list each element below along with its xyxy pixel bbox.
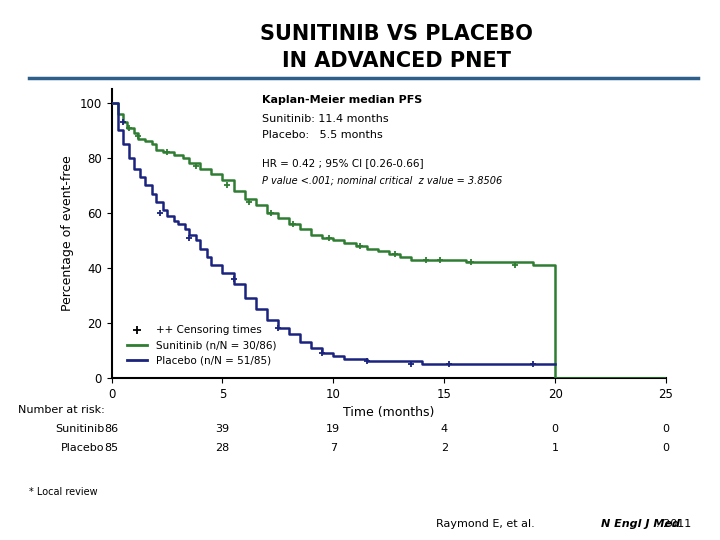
Text: 2: 2 [441, 443, 448, 453]
Text: P value <.001; nominal critical  z value = 3.8506: P value <.001; nominal critical z value … [262, 176, 503, 186]
Text: Sunitinib: Sunitinib [55, 424, 104, 434]
Text: 86: 86 [104, 424, 119, 434]
Text: * Local review: * Local review [29, 487, 97, 497]
Text: Raymond E, et al.: Raymond E, et al. [436, 519, 538, 529]
Text: Placebo:   5.5 months: Placebo: 5.5 months [262, 130, 383, 140]
Text: Number at risk:: Number at risk: [18, 405, 104, 415]
Text: 28: 28 [215, 443, 230, 453]
Text: N Engl J Med: N Engl J Med [601, 519, 680, 529]
Text: Sunitinib: 11.4 months: Sunitinib: 11.4 months [262, 114, 389, 124]
Text: 1: 1 [552, 443, 559, 453]
Text: 85: 85 [104, 443, 119, 453]
Text: . 2011: . 2011 [656, 519, 691, 529]
Text: HR = 0.42 ; 95% CI [0.26-0.66]: HR = 0.42 ; 95% CI [0.26-0.66] [262, 158, 424, 168]
Text: 7: 7 [330, 443, 337, 453]
X-axis label: Time (months): Time (months) [343, 406, 434, 419]
Text: 0: 0 [662, 424, 670, 434]
Text: 0: 0 [662, 443, 670, 453]
Text: Kaplan-Meier median PFS: Kaplan-Meier median PFS [262, 94, 423, 105]
Text: 0: 0 [552, 424, 559, 434]
Text: 19: 19 [326, 424, 341, 434]
Text: 4: 4 [441, 424, 448, 434]
Text: SUNITINIB VS PLACEBO: SUNITINIB VS PLACEBO [260, 24, 532, 44]
Y-axis label: Percentage of event-free: Percentage of event-free [61, 156, 74, 312]
Text: 39: 39 [215, 424, 230, 434]
Text: IN ADVANCED PNET: IN ADVANCED PNET [282, 51, 510, 71]
Legend: ++ Censoring times, Sunitinib (n/N = 30/86), Placebo (n/N = 51/85): ++ Censoring times, Sunitinib (n/N = 30/… [122, 321, 280, 370]
Text: Placebo: Placebo [61, 443, 104, 453]
